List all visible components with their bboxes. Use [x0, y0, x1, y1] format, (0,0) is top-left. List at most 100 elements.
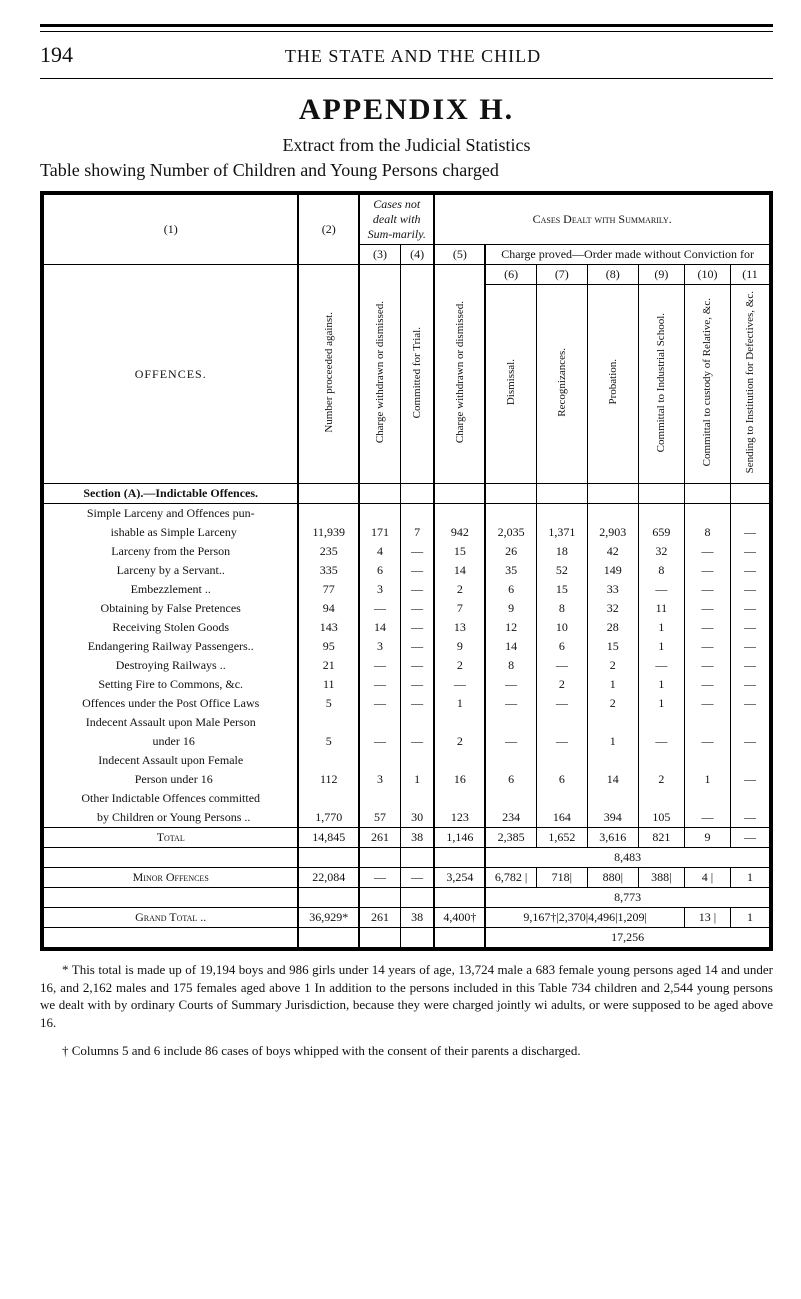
total-v4: 2,385	[485, 828, 536, 848]
cell	[587, 751, 638, 770]
cell: 164	[536, 808, 587, 828]
cell: 33	[587, 580, 638, 599]
cell: —	[684, 561, 730, 580]
cell	[434, 504, 485, 524]
table-row: under 165——2——1———	[44, 732, 770, 751]
cell: —	[731, 580, 770, 599]
grand-label: Grand Total ..	[44, 908, 299, 928]
cell	[359, 751, 400, 770]
row-label: Receiving Stolen Goods	[44, 618, 299, 637]
minor-v1: —	[359, 868, 400, 888]
row-label: Offences under the Post Office Laws	[44, 694, 299, 713]
cell: 1	[684, 770, 730, 789]
cell: 21	[298, 656, 359, 675]
row-label: Larceny by a Servant..	[44, 561, 299, 580]
cell	[298, 504, 359, 524]
cell: 12	[485, 618, 536, 637]
cell: —	[684, 580, 730, 599]
minor-v9: 1	[731, 868, 770, 888]
table-row: ishable as Simple Larceny11,93917179422,…	[44, 523, 770, 542]
head-h10: Committal to custody of Relative, &c.	[684, 285, 730, 484]
minor-v3: 3,254	[434, 868, 485, 888]
cell: 123	[434, 808, 485, 828]
cell	[731, 751, 770, 770]
cell	[434, 713, 485, 732]
row-label: under 16	[44, 732, 299, 751]
cell: 1	[638, 694, 684, 713]
cell: 2	[536, 675, 587, 694]
cell	[731, 713, 770, 732]
head-col1: (1)	[44, 195, 299, 265]
page-number: 194	[40, 42, 73, 68]
cell: 2	[434, 732, 485, 751]
cell: 11	[298, 675, 359, 694]
grand-v1: 261	[359, 908, 400, 928]
cell: 15	[536, 580, 587, 599]
cell: —	[684, 618, 730, 637]
total-v8: 9	[684, 828, 730, 848]
cell: —	[731, 599, 770, 618]
cell: —	[731, 523, 770, 542]
cell	[638, 751, 684, 770]
cell: —	[536, 656, 587, 675]
table-frame: (1) (2) Cases not dealt with Sum-marily.…	[40, 191, 773, 951]
head-col7: (7)	[536, 265, 587, 285]
table-row: Larceny by a Servant..3356—1435521498——	[44, 561, 770, 580]
table-row: Simple Larceny and Offences pun-	[44, 504, 770, 524]
cell: 32	[587, 599, 638, 618]
footnote-dagger: † Columns 5 and 6 include 86 cases of bo…	[40, 1042, 773, 1060]
footnote-star: * This total is made up of 19,194 boys a…	[40, 961, 773, 1031]
row-label: by Children or Young Persons ..	[44, 808, 299, 828]
cell: —	[684, 656, 730, 675]
cell: —	[638, 580, 684, 599]
cell: —	[684, 675, 730, 694]
cell	[638, 789, 684, 808]
head-col2: (2)	[298, 195, 359, 265]
cell	[638, 713, 684, 732]
cell: 2	[434, 580, 485, 599]
table-row: Destroying Railways ..21——28—2———	[44, 656, 770, 675]
row-label: Indecent Assault upon Female	[44, 751, 299, 770]
cell: 1	[434, 694, 485, 713]
cell: —	[434, 675, 485, 694]
cell: 28	[587, 618, 638, 637]
cell	[684, 713, 730, 732]
cell: 16	[434, 770, 485, 789]
subtitle-line1: Extract from the Judicial Statistics	[40, 135, 773, 156]
cell	[536, 789, 587, 808]
total-v5: 1,652	[536, 828, 587, 848]
cell: 1	[638, 675, 684, 694]
total-label: Total	[44, 828, 299, 848]
cell: 171	[359, 523, 400, 542]
cell: 11,939	[298, 523, 359, 542]
cell: 2	[587, 656, 638, 675]
cell	[400, 504, 434, 524]
cell: —	[684, 732, 730, 751]
cell	[731, 504, 770, 524]
cell: 105	[638, 808, 684, 828]
cell: 6	[536, 637, 587, 656]
grand-v4: 9,167†|2,370|4,496|1,209|	[485, 908, 684, 928]
cell	[587, 789, 638, 808]
offences-label: OFFENCES.	[44, 265, 299, 484]
cell: —	[400, 675, 434, 694]
cell: —	[485, 694, 536, 713]
cell: 234	[485, 808, 536, 828]
total-v2: 38	[400, 828, 434, 848]
cell	[400, 789, 434, 808]
head-h9: Committal to Industrial School.	[638, 285, 684, 484]
cell: 14	[485, 637, 536, 656]
cell: —	[731, 808, 770, 828]
section-title: Section (A).—Indictable Offences.	[44, 484, 299, 504]
minor-label: Minor Offences	[44, 868, 299, 888]
minor-v2: —	[400, 868, 434, 888]
cell: 9	[434, 637, 485, 656]
cell: 13	[434, 618, 485, 637]
total-v6: 3,616	[587, 828, 638, 848]
cell: 1	[587, 675, 638, 694]
cell: 30	[400, 808, 434, 828]
head-h5: Charge withdrawn or dismissed.	[434, 265, 485, 484]
cell: 8	[536, 599, 587, 618]
cell	[485, 751, 536, 770]
cell: —	[684, 637, 730, 656]
